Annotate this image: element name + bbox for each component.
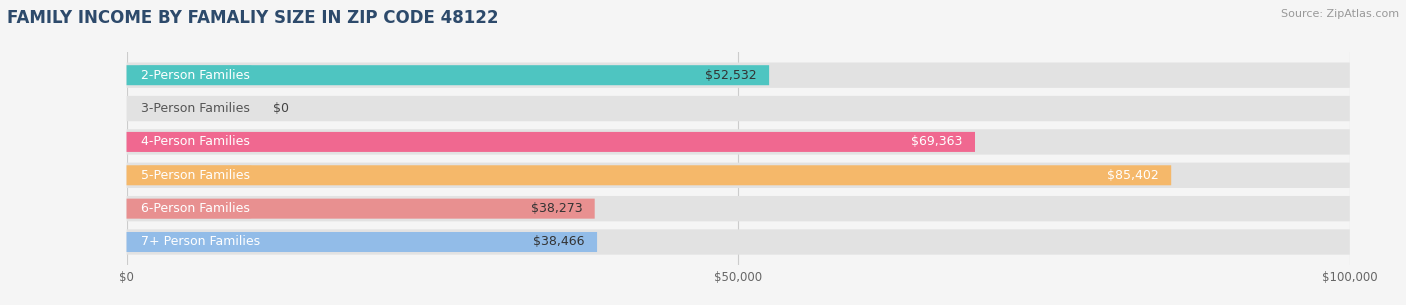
FancyBboxPatch shape — [127, 229, 1350, 255]
Text: 2-Person Families: 2-Person Families — [141, 69, 250, 82]
Text: $85,402: $85,402 — [1107, 169, 1159, 182]
FancyBboxPatch shape — [127, 199, 595, 219]
Text: 3-Person Families: 3-Person Families — [141, 102, 250, 115]
Text: 4-Person Families: 4-Person Families — [141, 135, 250, 149]
Text: 5-Person Families: 5-Person Families — [141, 169, 250, 182]
FancyBboxPatch shape — [127, 129, 1350, 155]
Text: 6-Person Families: 6-Person Families — [141, 202, 250, 215]
FancyBboxPatch shape — [127, 96, 1350, 121]
Text: $38,466: $38,466 — [533, 235, 585, 249]
FancyBboxPatch shape — [127, 196, 1350, 221]
FancyBboxPatch shape — [127, 63, 1350, 88]
FancyBboxPatch shape — [127, 132, 974, 152]
Text: FAMILY INCOME BY FAMALIY SIZE IN ZIP CODE 48122: FAMILY INCOME BY FAMALIY SIZE IN ZIP COD… — [7, 9, 499, 27]
FancyBboxPatch shape — [127, 232, 598, 252]
Text: 7+ Person Families: 7+ Person Families — [141, 235, 260, 249]
Text: $69,363: $69,363 — [911, 135, 963, 149]
Text: $38,273: $38,273 — [531, 202, 582, 215]
Text: $0: $0 — [273, 102, 290, 115]
Text: $52,532: $52,532 — [706, 69, 756, 82]
FancyBboxPatch shape — [127, 163, 1350, 188]
Text: Source: ZipAtlas.com: Source: ZipAtlas.com — [1281, 9, 1399, 19]
FancyBboxPatch shape — [127, 165, 1171, 185]
FancyBboxPatch shape — [127, 65, 769, 85]
